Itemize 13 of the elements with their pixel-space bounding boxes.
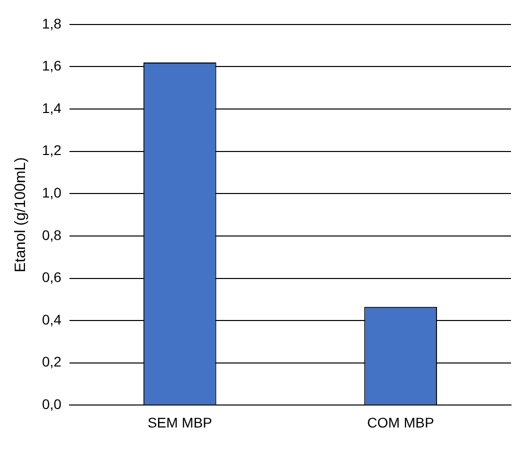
y-tick-label: 1,0 [42, 184, 62, 201]
y-tick-label: 1,8 [42, 15, 62, 32]
x-tick-label: COM MBP [367, 414, 434, 430]
y-tick-label: 0,0 [42, 396, 62, 412]
y-tick-label: 0,6 [42, 269, 62, 286]
y-tick-label: 1,2 [42, 142, 62, 158]
y-tick-label: 1,6 [42, 58, 62, 74]
y-tick-label: 0,4 [42, 311, 62, 328]
y-tick-label: 0,2 [42, 354, 62, 370]
y-axis-title: Etanol (g/100mL) [12, 157, 30, 272]
y-tick-label: 0,8 [42, 226, 62, 243]
y-tick-label: 1,4 [42, 100, 62, 116]
x-tick-label: SEM MBP [148, 414, 212, 430]
